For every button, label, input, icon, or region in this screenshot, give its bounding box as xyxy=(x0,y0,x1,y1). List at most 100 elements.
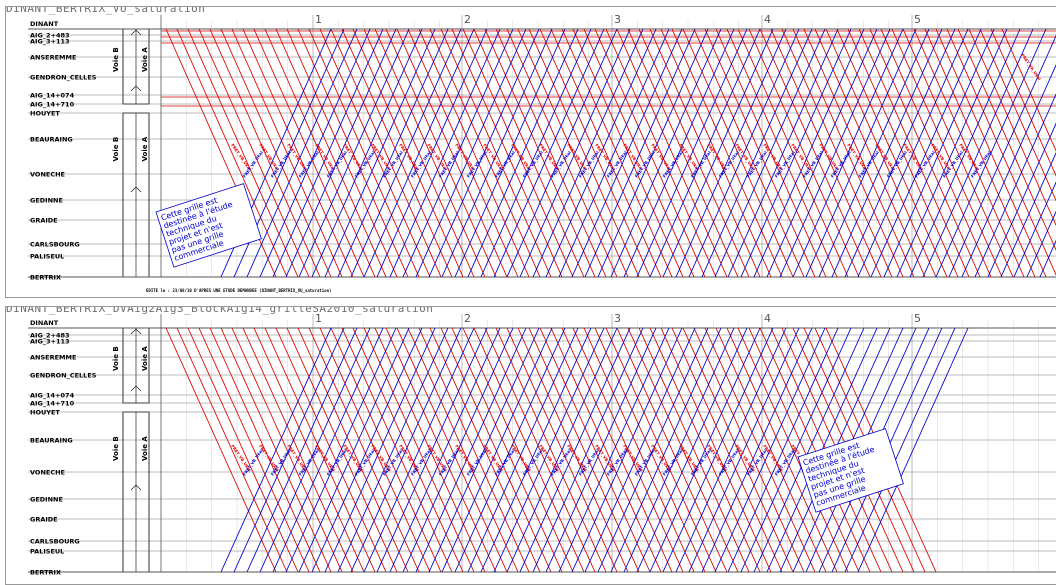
train-path-up xyxy=(259,327,371,573)
train-path-up xyxy=(389,28,501,278)
train-path-up xyxy=(272,327,384,573)
train-path-up xyxy=(571,28,683,278)
hour-label: 2 xyxy=(464,13,471,26)
train-path-down xyxy=(176,28,288,278)
train-path-up xyxy=(467,28,579,278)
train-path-down xyxy=(825,28,937,278)
train-path-down xyxy=(891,28,1003,278)
train-path-up xyxy=(363,28,475,278)
train-path-up xyxy=(688,28,800,278)
train-path-up xyxy=(428,327,540,573)
train-path-up xyxy=(311,28,423,278)
train-path-down xyxy=(297,28,409,278)
train-path-up xyxy=(727,28,839,278)
train-path-up xyxy=(831,327,943,573)
station-label: BERTRIX xyxy=(30,274,61,282)
voie-label: Voie B xyxy=(112,346,120,371)
train-path-up xyxy=(805,327,917,573)
train-path-down xyxy=(220,327,332,573)
train-path-up xyxy=(922,28,1034,278)
train-path-down xyxy=(693,28,805,278)
train-path-down xyxy=(231,28,343,278)
train-path-down xyxy=(165,327,277,573)
train-path-down xyxy=(616,327,728,573)
voie-label: Voie A xyxy=(141,47,149,72)
train-path-down xyxy=(231,327,343,573)
voie-label: Voie B xyxy=(112,137,120,162)
train-path-up xyxy=(402,327,514,573)
train-path-down xyxy=(858,28,970,278)
train-path-up xyxy=(259,28,371,278)
train-path-down xyxy=(286,28,398,278)
train-path-up xyxy=(233,327,345,573)
station-label: ANSEREMME xyxy=(30,54,76,62)
train-path-down xyxy=(462,28,574,278)
train-path-up xyxy=(298,327,410,573)
train-path-up xyxy=(740,327,852,573)
train-path-down xyxy=(264,28,376,278)
hour-label: 1 xyxy=(315,13,322,26)
train-path-down xyxy=(451,327,563,573)
panel-title: DINANT_BERTRIX_DVAig2Aig3_BlockAig14_gri… xyxy=(6,306,434,315)
train-path-up xyxy=(961,63,1056,278)
train-path-down xyxy=(880,28,992,278)
train-path-up xyxy=(350,327,462,573)
train-path-up xyxy=(376,28,488,278)
train-path-up xyxy=(792,327,904,573)
train-path-up xyxy=(441,28,553,278)
station-label: BEAURAING xyxy=(30,437,73,445)
train-path-down xyxy=(638,28,750,278)
train-path-up xyxy=(818,28,930,278)
train-path-down xyxy=(660,28,772,278)
train-path-up xyxy=(753,327,865,573)
switch-arrow-icon xyxy=(130,29,142,36)
train-path-down xyxy=(561,28,673,278)
train-path-down xyxy=(517,327,629,573)
train-path-down xyxy=(836,28,948,278)
train-path-down xyxy=(748,28,860,278)
train-path-down xyxy=(715,327,827,573)
train-path-up xyxy=(870,28,982,278)
train-path-down xyxy=(990,28,1056,177)
train-path-up xyxy=(532,28,644,278)
train-path-up xyxy=(597,28,709,278)
train-path-down xyxy=(264,327,376,573)
panel-title: DINANT_BERTRIX_VU_saturation xyxy=(6,6,206,15)
train-path-up xyxy=(896,28,1008,278)
train-path-up xyxy=(428,28,540,278)
station-label: GEDINNE xyxy=(30,496,63,504)
switch-arrow-icon xyxy=(130,328,142,335)
train-path-up xyxy=(337,28,449,278)
train-path-down xyxy=(803,28,915,278)
train-path-down xyxy=(506,28,618,278)
train-path-down xyxy=(825,327,937,573)
train-path-up xyxy=(571,327,683,573)
train-path-down xyxy=(737,28,849,278)
train-path-down xyxy=(946,28,1056,276)
train-path-up xyxy=(376,327,488,573)
station-label: VONECHE xyxy=(30,171,65,179)
train-path-down xyxy=(517,28,629,278)
train-path-up xyxy=(714,28,826,278)
train-path-down xyxy=(440,327,552,573)
train-path-up xyxy=(766,327,878,573)
note-frame xyxy=(155,183,262,268)
train-path-up xyxy=(857,28,969,278)
train-path-up xyxy=(285,28,397,278)
switch-arrow-icon xyxy=(130,484,142,491)
voie-label: Voie B xyxy=(112,436,120,461)
station-label: AIG_14+074 xyxy=(30,92,75,100)
train-path-up xyxy=(272,28,384,278)
voie-label: Voie A xyxy=(141,136,149,161)
train-path-down xyxy=(308,28,420,278)
train-path-down xyxy=(374,28,486,278)
train-path-down xyxy=(407,28,519,278)
station-label: HOUYET xyxy=(30,110,60,118)
train-path-up xyxy=(220,327,332,573)
train-path-down xyxy=(616,28,728,278)
train-path-up xyxy=(506,28,618,278)
train-path-down xyxy=(429,327,541,573)
train-path-down xyxy=(583,327,695,573)
train-path-up xyxy=(311,327,423,573)
train-path-down xyxy=(715,28,827,278)
